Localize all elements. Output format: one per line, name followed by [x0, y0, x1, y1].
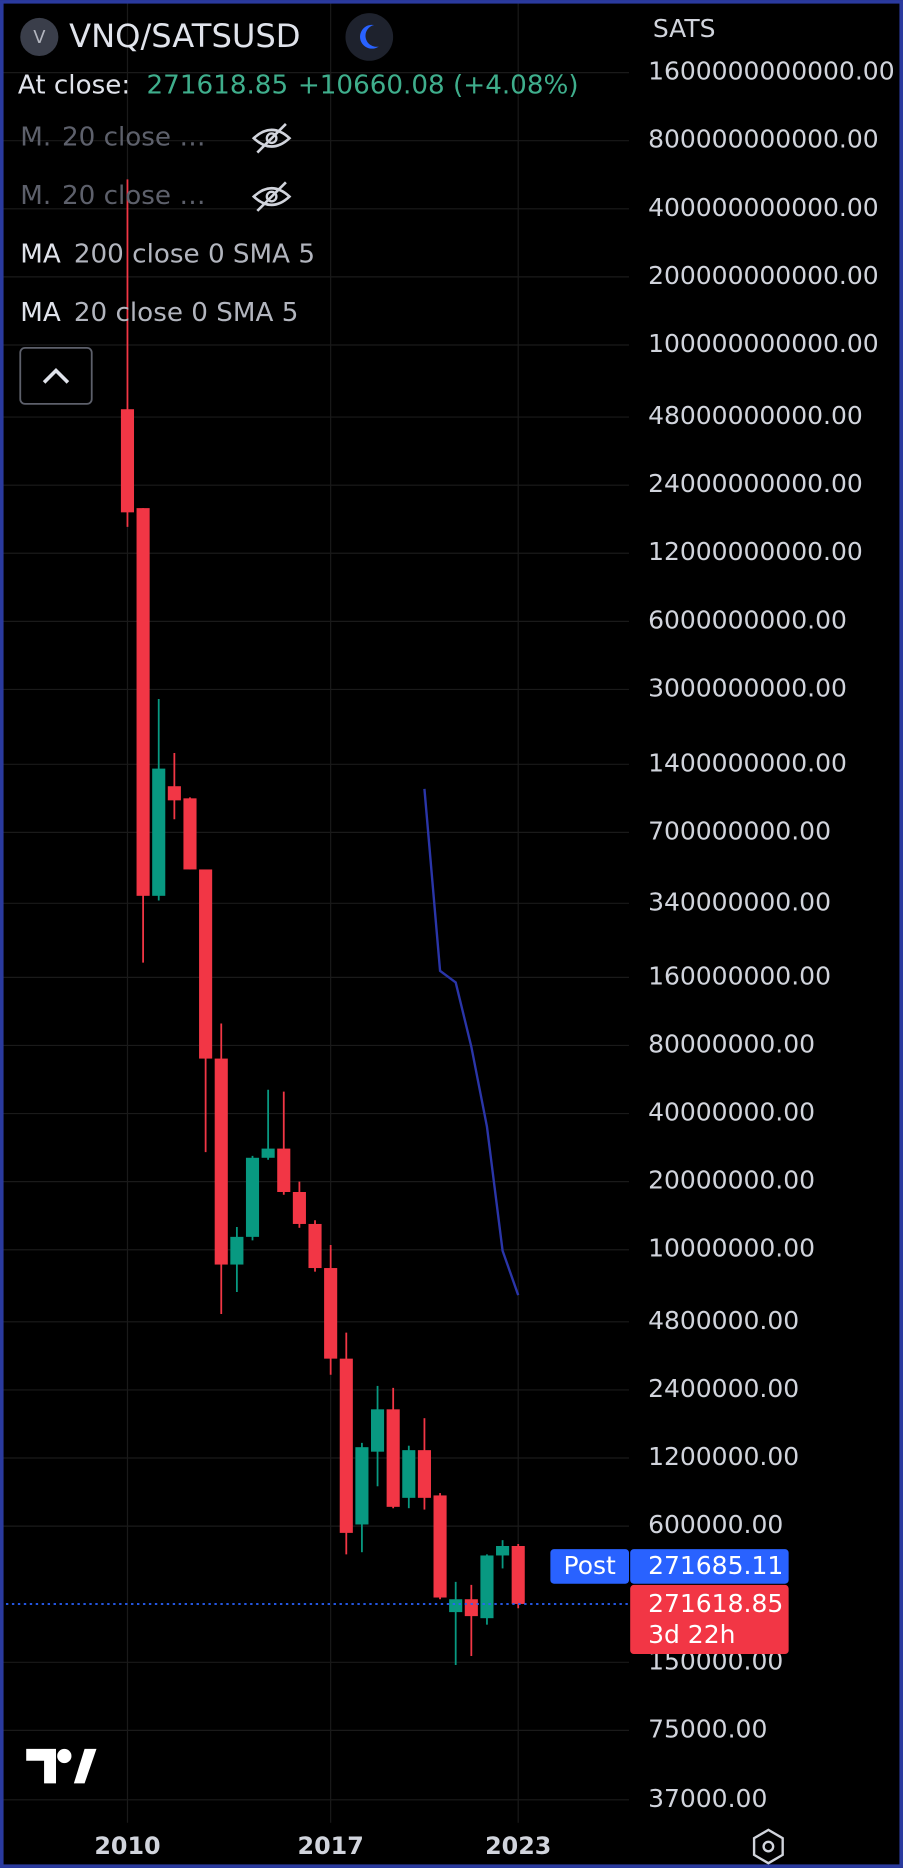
candle-body — [511, 1546, 525, 1604]
price-change: +10660.08 (+4.08%) — [298, 70, 579, 100]
y-tick-label: 80000000.00 — [648, 1029, 815, 1058]
theme-button[interactable] — [345, 13, 394, 61]
candle-body — [433, 1495, 447, 1598]
y-tick-label: 6000000000.00 — [648, 605, 847, 634]
axis-unit: SATS — [653, 14, 716, 43]
chevron-up — [42, 367, 70, 384]
logo-part — [73, 1748, 97, 1784]
y-tick-label: 700000000.00 — [648, 816, 831, 845]
y-tick-label: 1400000000.00 — [648, 748, 847, 777]
indicator-name[interactable]: M. — [20, 123, 51, 153]
y-tick-label: 600000.00 — [648, 1510, 783, 1539]
countdown: 3d 22h — [648, 1620, 735, 1649]
candle-body — [120, 409, 135, 513]
indicator-args[interactable]: 20 close … — [62, 123, 206, 153]
settings-icon[interactable] — [752, 1828, 784, 1865]
plot-area — [0, 0, 630, 1823]
y-tick-label: 160000000.00 — [648, 961, 831, 990]
y-tick-label: 1200000.00 — [648, 1442, 799, 1471]
candle-body — [324, 1268, 338, 1359]
logo-part — [26, 1748, 56, 1784]
y-tick-label: 12000000000.00 — [648, 537, 863, 566]
symbol-logo-letter: V — [33, 27, 46, 48]
hidden-eye-pupil — [265, 132, 278, 145]
candle-body — [402, 1450, 416, 1498]
logo-part — [57, 1748, 72, 1764]
y-tick-label: 200000000000.00 — [648, 261, 879, 290]
hidden-eye-pupil — [265, 190, 278, 203]
last-price: 271618.85 — [648, 1589, 783, 1618]
y-tick-label: 75000.00 — [648, 1714, 767, 1743]
candle-body — [245, 1157, 260, 1237]
candle-body — [230, 1236, 244, 1265]
x-tick-label: 2010 — [94, 1832, 160, 1860]
candle-body — [496, 1546, 510, 1556]
indicator-list: M. 20 close …M. 20 close …MA 200 close 0 SM… — [20, 123, 315, 328]
y-tick-label: 37000.00 — [648, 1784, 767, 1813]
x-tick-label: 2023 — [485, 1832, 551, 1860]
at-close-label: At close: — [18, 70, 130, 100]
y-tick-label: 100000000000.00 — [648, 329, 879, 358]
candle-body — [199, 869, 213, 1059]
indicator-name[interactable]: MA — [20, 298, 61, 328]
y-tick-label: 48000000000.00 — [648, 401, 863, 430]
y-tick-label: 340000000.00 — [648, 887, 831, 916]
moon-icon — [360, 24, 379, 49]
candle-body — [355, 1447, 369, 1525]
y-tick-label: 20000000.00 — [648, 1166, 815, 1195]
post-price-badge — [630, 1549, 789, 1584]
candle-body — [152, 768, 166, 896]
y-tick-label: 3000000000.00 — [648, 673, 847, 702]
y-tick-label: 1600000000000.00 — [648, 57, 895, 86]
candle-body — [417, 1450, 431, 1498]
candle-body — [261, 1148, 275, 1158]
y-tick-label: 400000000000.00 — [648, 193, 879, 222]
candle-body — [136, 508, 150, 896]
header: V VNQ/SATSUSD At close: 271618.85 +10660… — [18, 13, 579, 405]
candle-body — [386, 1409, 400, 1507]
candle-body — [308, 1223, 322, 1269]
y-tick-label: 4800000.00 — [648, 1306, 799, 1335]
candle-body — [370, 1409, 385, 1452]
post-price: 271685.11 — [648, 1551, 783, 1580]
indicator-name[interactable]: MA — [20, 239, 61, 269]
indicator-args[interactable]: 20 close 0 SMA 5 — [74, 298, 299, 328]
candle-body — [214, 1058, 228, 1265]
indicator-args[interactable]: 20 close … — [62, 181, 206, 211]
tradingview-logo — [26, 1748, 97, 1784]
candle-body — [449, 1599, 463, 1613]
candle-body — [183, 798, 197, 870]
y-tick-label: 40000000.00 — [648, 1098, 815, 1127]
candle-body — [277, 1148, 291, 1192]
symbol[interactable]: VNQ/SATSUSD — [69, 17, 300, 55]
post-badge — [550, 1549, 630, 1584]
settings-icon-center — [762, 1840, 775, 1853]
y-tick-label: 24000000000.00 — [648, 469, 863, 498]
indicator-args[interactable]: 200 close 0 SMA 5 — [74, 239, 315, 269]
candle-body — [464, 1599, 478, 1617]
candle-body — [339, 1358, 353, 1533]
post-label: Post — [564, 1551, 617, 1580]
y-tick-label: 10000000.00 — [648, 1234, 815, 1263]
candle-body — [480, 1555, 494, 1619]
hidden-eye-icon[interactable] — [251, 181, 292, 212]
hidden-eye-icon[interactable] — [251, 122, 292, 154]
ma-line — [423, 788, 520, 1296]
indicator-name[interactable]: M. — [20, 181, 51, 211]
y-tick-label: 2400000.00 — [648, 1374, 799, 1403]
last-price-badge — [630, 1584, 789, 1654]
close-price: 271618.85 — [147, 70, 289, 100]
y-tick-label: 800000000000.00 — [648, 125, 879, 154]
collapse-button[interactable] — [19, 346, 93, 405]
x-tick-label: 2017 — [298, 1832, 364, 1860]
candle-body — [167, 786, 181, 801]
candle-body — [292, 1191, 306, 1224]
symbol-logo — [20, 17, 59, 57]
